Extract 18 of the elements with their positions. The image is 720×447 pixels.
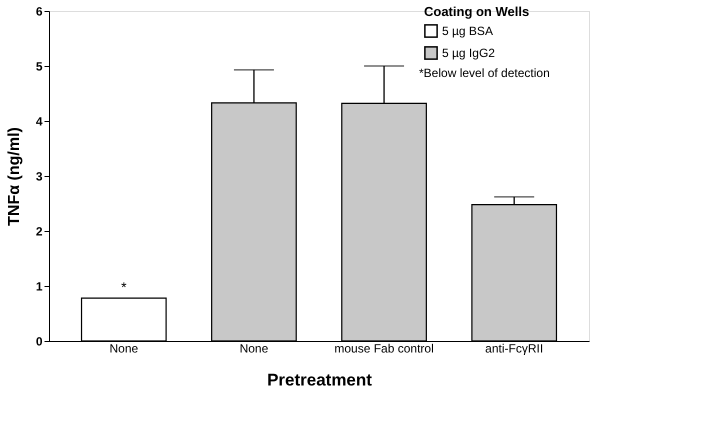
x-tick-label: mouse Fab control	[334, 342, 434, 356]
y-tick-label: 4	[36, 114, 43, 128]
annotation: *	[121, 279, 128, 296]
y-axis-title: TNFα (ng/ml)	[6, 127, 23, 226]
y-tick-label: 0	[36, 334, 43, 348]
x-axis-title: Pretreatment	[267, 370, 372, 390]
y-tick-label: 5	[36, 60, 43, 74]
y-tick-label: 1	[36, 280, 43, 294]
x-tick-label: None	[240, 342, 269, 356]
legend-title: Coating on Wells	[424, 4, 530, 19]
y-tick-label: 2	[36, 224, 43, 238]
annotation: *Below level of detection	[419, 66, 550, 80]
legend-label: 5 µg BSA	[442, 24, 493, 38]
y-tick-label: 6	[36, 4, 43, 18]
y-tick-label: 3	[36, 170, 43, 184]
legend-label: 5 µg IgG2	[442, 46, 496, 60]
x-tick-label: anti-FcγRII	[485, 342, 544, 356]
x-tick-label: None	[109, 342, 138, 356]
